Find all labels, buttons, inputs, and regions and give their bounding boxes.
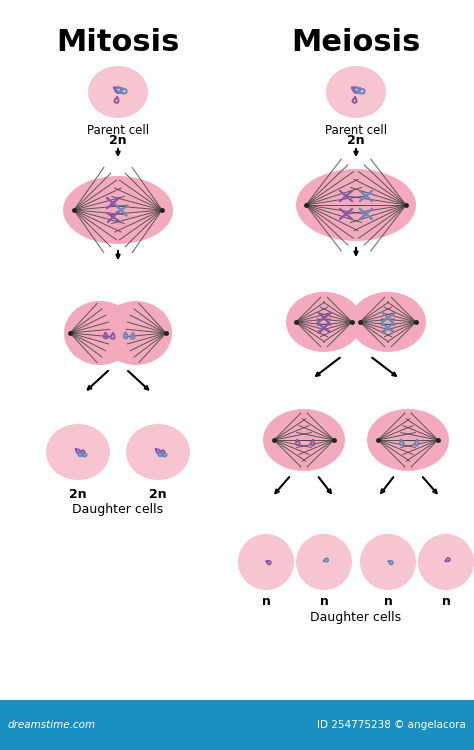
- Text: n: n: [383, 595, 392, 608]
- Ellipse shape: [326, 66, 386, 118]
- Ellipse shape: [64, 301, 136, 365]
- Text: Parent cell: Parent cell: [325, 124, 387, 137]
- Text: Daughter cells: Daughter cells: [73, 503, 164, 516]
- Text: 2n: 2n: [69, 488, 87, 501]
- Ellipse shape: [63, 176, 173, 244]
- Circle shape: [238, 534, 294, 590]
- Ellipse shape: [286, 292, 362, 352]
- Text: Daughter cells: Daughter cells: [310, 611, 401, 624]
- Text: 2n: 2n: [109, 134, 127, 147]
- Ellipse shape: [296, 169, 416, 241]
- Text: n: n: [442, 595, 450, 608]
- Text: ID 254775238 © angelacora: ID 254775238 © angelacora: [317, 720, 466, 730]
- Text: Meiosis: Meiosis: [292, 28, 421, 57]
- Text: n: n: [262, 595, 271, 608]
- Ellipse shape: [126, 424, 190, 480]
- Circle shape: [296, 534, 352, 590]
- Ellipse shape: [88, 66, 148, 118]
- FancyBboxPatch shape: [0, 700, 474, 750]
- Text: 2n: 2n: [149, 488, 167, 501]
- Text: Mitosis: Mitosis: [56, 28, 180, 57]
- Text: 2n: 2n: [347, 134, 365, 147]
- Circle shape: [418, 534, 474, 590]
- Ellipse shape: [350, 292, 426, 352]
- Text: n: n: [319, 595, 328, 608]
- Text: Parent cell: Parent cell: [87, 124, 149, 137]
- Ellipse shape: [100, 301, 172, 365]
- Text: dreamstime.com: dreamstime.com: [8, 720, 96, 730]
- Ellipse shape: [46, 424, 110, 480]
- Ellipse shape: [263, 409, 345, 471]
- Circle shape: [360, 534, 416, 590]
- Ellipse shape: [367, 409, 449, 471]
